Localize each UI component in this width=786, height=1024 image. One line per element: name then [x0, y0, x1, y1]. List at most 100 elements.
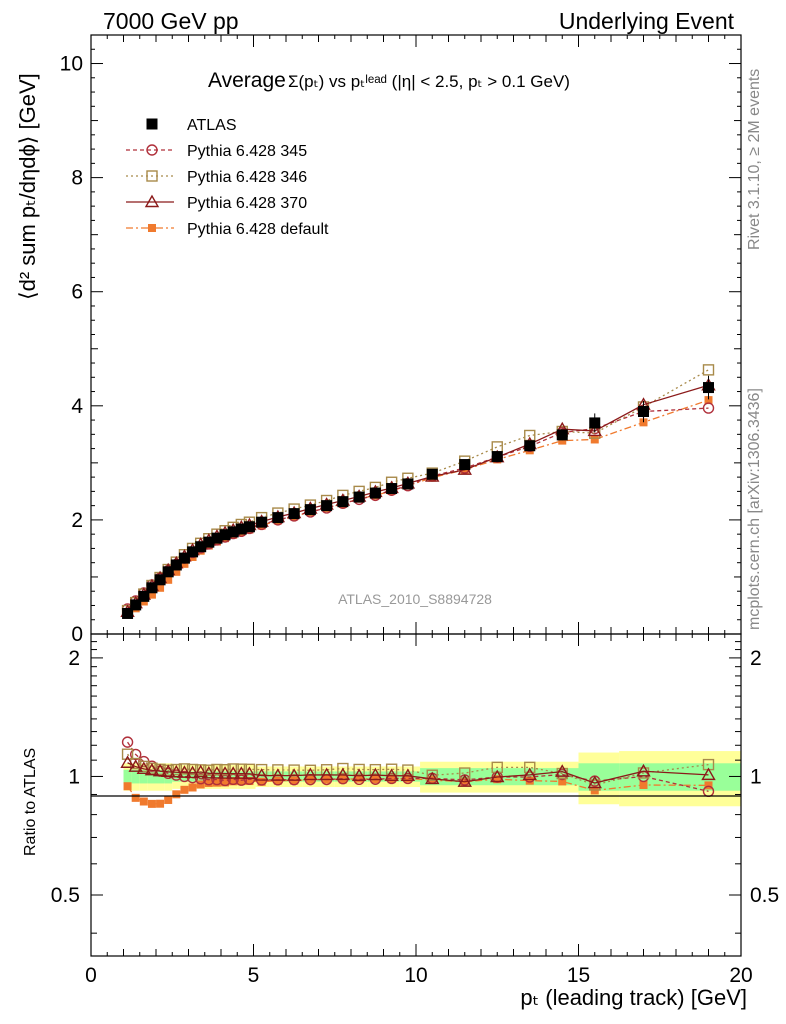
data-point — [402, 478, 414, 490]
band-stat — [204, 771, 213, 782]
ratio-point — [212, 778, 221, 787]
plot-title: Average Σ(pₜ) vs pₜˡᵉᵃᵈ (|η| < 2.5, pₜ >… — [208, 69, 570, 92]
data-point — [172, 567, 181, 576]
ratio-point — [217, 766, 233, 779]
data-point — [272, 512, 284, 524]
x-tick-label: 5 — [248, 964, 260, 987]
data-point — [219, 529, 231, 541]
ratio-point — [234, 766, 249, 779]
data-point — [146, 582, 158, 594]
data-point — [426, 468, 438, 480]
ratio-point — [335, 767, 351, 781]
legend-entry: Pythia 6.428 346 — [126, 169, 307, 186]
band-stat — [147, 769, 156, 784]
x-tick-label: 0 — [85, 964, 97, 987]
data-point — [491, 451, 503, 463]
data-point — [556, 429, 568, 441]
data-point — [187, 546, 199, 558]
series-line — [127, 407, 709, 610]
ratio-series-line — [127, 777, 709, 805]
ratio-point — [121, 748, 134, 760]
data-point — [558, 436, 567, 445]
data-point — [164, 575, 173, 584]
y-tick-label: 8 — [71, 167, 83, 190]
y-tick-label: 6 — [71, 281, 83, 304]
data-point — [587, 423, 602, 437]
ratio-point — [188, 783, 197, 792]
x-tick-label: 20 — [729, 964, 752, 987]
legend-entry: ATLAS — [146, 117, 237, 134]
data-point — [138, 590, 150, 602]
ratio-point — [211, 763, 223, 776]
data-point — [235, 523, 247, 535]
ratio-point — [235, 774, 248, 786]
ratio-point — [272, 764, 284, 776]
y-tick-label: 0 — [71, 623, 83, 646]
legend-entry: Pythia 6.428 default — [126, 221, 329, 238]
ratio-point — [555, 764, 570, 777]
data-point — [256, 516, 268, 528]
ratio-point — [426, 769, 438, 781]
ratio-point — [209, 766, 225, 779]
legend-marker — [144, 194, 160, 208]
ratio-point — [457, 774, 472, 787]
ratio-point — [164, 795, 173, 804]
title-main: Average — [208, 69, 286, 92]
ratio-point — [425, 771, 440, 785]
ratio-point — [286, 768, 302, 781]
band-stat — [139, 769, 148, 784]
ratio-point — [170, 763, 183, 776]
data-point — [170, 559, 182, 571]
ratio-point — [178, 763, 191, 775]
ratio-point — [144, 762, 160, 776]
ratio-point — [351, 768, 367, 781]
legend-marker — [146, 170, 158, 182]
ratio-y-tick-label: 0.5 — [51, 884, 80, 907]
data-point — [180, 559, 189, 568]
ratio-point — [123, 782, 132, 791]
x-tick-label: 15 — [567, 964, 590, 987]
legend-marker — [146, 118, 158, 130]
ratio-point — [193, 764, 208, 778]
ratio-point — [160, 764, 176, 778]
legend-marker — [146, 144, 158, 156]
title-formula: Σ(pₜ) vs pₜˡᵉᵃᵈ (|η| < 2.5, pₜ > 0.1 GeV… — [288, 72, 570, 91]
ratio-point — [387, 775, 396, 784]
data-point — [154, 574, 166, 586]
ratio-point — [242, 766, 257, 779]
ratio-point — [219, 774, 231, 787]
ratio-point — [400, 768, 416, 782]
band-stat — [221, 771, 230, 782]
data-point — [704, 396, 713, 405]
ratio-point — [319, 767, 334, 781]
y-tick-label: 4 — [71, 395, 83, 418]
legend: ATLAS Pythia 6.428 345 Pythia 6.428 346 Pyt… — [126, 117, 329, 238]
ratio-y-tick-label-right: 0.5 — [750, 884, 779, 907]
ratio-point — [152, 763, 168, 777]
band-stat — [237, 771, 246, 782]
ratio-point — [219, 764, 231, 776]
series-line — [127, 399, 709, 616]
band-stat — [212, 771, 221, 782]
data-point — [288, 508, 300, 520]
y-tick-label: 10 — [60, 53, 83, 76]
ratio-point — [121, 736, 134, 748]
ratio-point — [196, 780, 205, 789]
legend-label: Pythia 6.428 default — [187, 221, 329, 238]
ratio-point — [169, 764, 184, 778]
band-stat — [286, 771, 303, 782]
band-stat — [123, 769, 132, 784]
data-point — [524, 440, 536, 452]
ratio-point — [303, 767, 318, 781]
ratio-point — [257, 777, 266, 786]
ratio-point — [587, 775, 602, 789]
data-point — [369, 487, 381, 499]
x-tick-label: 10 — [404, 964, 427, 987]
ratio-point — [355, 774, 364, 783]
data-point — [386, 483, 398, 495]
ratio-point — [225, 766, 241, 779]
ratio-point — [704, 781, 713, 790]
ratio-point — [194, 773, 207, 785]
ratio-point — [385, 763, 398, 775]
